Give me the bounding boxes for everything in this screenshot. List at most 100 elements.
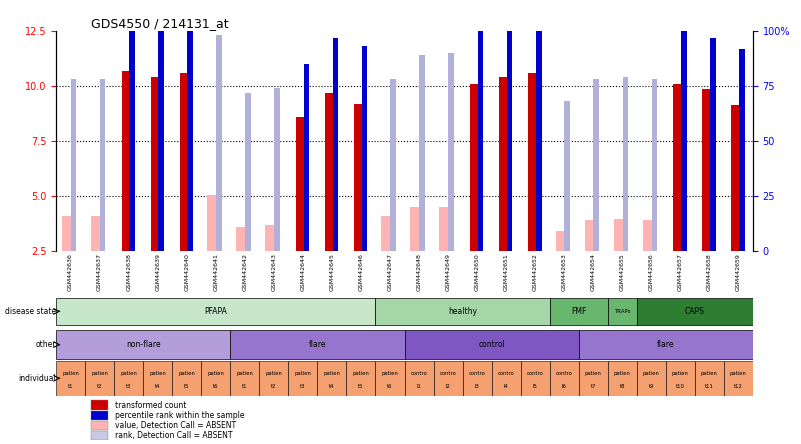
Bar [376,298,549,325]
Text: GSM442639: GSM442639 [155,253,160,291]
Bar [56,330,231,359]
Bar [354,103,365,251]
Text: contro: contro [411,371,428,376]
Bar [521,361,549,396]
Text: GSM442659: GSM442659 [736,253,741,291]
Text: t11: t11 [705,385,714,389]
Bar [565,102,570,251]
Bar [405,361,433,396]
Text: t10: t10 [676,385,685,389]
Text: t9: t9 [649,385,654,389]
Text: l3: l3 [475,385,480,389]
Bar [317,361,346,396]
Bar [449,53,454,251]
Bar [296,117,307,251]
Text: t3: t3 [300,385,305,389]
Text: patien: patien [381,371,398,376]
Text: GSM442640: GSM442640 [184,253,189,291]
Bar [130,18,135,251]
Text: other: other [35,340,56,349]
Bar [666,361,694,396]
Text: patien: patien [179,371,195,376]
Text: t12: t12 [734,385,743,389]
Bar [528,73,539,251]
Bar [324,93,336,251]
Bar [245,93,251,251]
Text: t3: t3 [126,385,131,389]
Bar [578,330,753,359]
Bar [556,231,567,251]
Text: t8: t8 [619,385,625,389]
Bar [56,361,85,396]
Bar [470,84,481,251]
Text: patien: patien [614,371,630,376]
Text: contro: contro [469,371,485,376]
Bar [694,361,724,396]
Text: patien: patien [265,371,282,376]
Text: GSM442656: GSM442656 [649,253,654,291]
Bar [56,298,376,325]
Bar [122,71,133,251]
Bar [231,330,405,359]
Bar [549,298,608,325]
Text: GSM442658: GSM442658 [707,253,712,291]
Text: patien: patien [91,371,108,376]
Bar [651,79,657,251]
Bar [608,298,637,325]
Bar [499,77,510,251]
Bar [159,22,164,251]
Bar [433,361,462,396]
Text: patien: patien [324,371,340,376]
Text: contro: contro [556,371,573,376]
Text: l5: l5 [533,385,537,389]
Text: GSM442653: GSM442653 [562,253,566,291]
Text: patien: patien [236,371,253,376]
Text: t1: t1 [242,385,248,389]
Text: t2: t2 [97,385,103,389]
Bar [642,220,654,251]
Text: rank, Detection Call = ABSENT: rank, Detection Call = ABSENT [115,431,233,440]
Text: PFAPA: PFAPA [204,307,227,316]
Bar [91,420,108,430]
Text: GSM442638: GSM442638 [127,253,131,291]
Text: GSM442642: GSM442642 [243,253,248,291]
Text: GSM442645: GSM442645 [329,253,334,291]
Bar [419,55,425,251]
Text: GSM442644: GSM442644 [300,253,305,291]
Text: t4: t4 [329,385,335,389]
Bar [536,13,541,251]
Text: GSM442652: GSM442652 [533,253,537,291]
Bar [91,411,108,420]
Text: patien: patien [672,371,689,376]
Text: t5: t5 [358,385,364,389]
Bar [637,298,753,325]
Text: non-flare: non-flare [126,340,160,349]
Bar [201,361,231,396]
Bar [594,79,599,251]
Bar [710,38,716,251]
Bar [614,219,625,251]
Text: GSM442641: GSM442641 [213,253,218,291]
Text: t1: t1 [68,385,74,389]
Bar [265,225,276,251]
Text: GSM442637: GSM442637 [97,253,102,291]
Bar [143,361,172,396]
Bar [376,361,405,396]
Bar [724,361,753,396]
Text: patien: patien [643,371,660,376]
Text: control: control [478,340,505,349]
Text: CAPS: CAPS [685,307,705,316]
Bar [507,22,513,251]
Bar [85,361,114,396]
Bar [731,105,743,251]
Text: GSM442643: GSM442643 [272,253,276,291]
Text: t6: t6 [213,385,219,389]
Text: GSM442648: GSM442648 [417,253,421,291]
Bar [91,431,108,440]
Text: patien: patien [120,371,137,376]
Bar [231,361,260,396]
Text: patien: patien [295,371,312,376]
Text: contro: contro [497,371,514,376]
Text: GDS4550 / 214131_at: GDS4550 / 214131_at [91,17,228,30]
Text: GSM442650: GSM442650 [475,253,480,291]
